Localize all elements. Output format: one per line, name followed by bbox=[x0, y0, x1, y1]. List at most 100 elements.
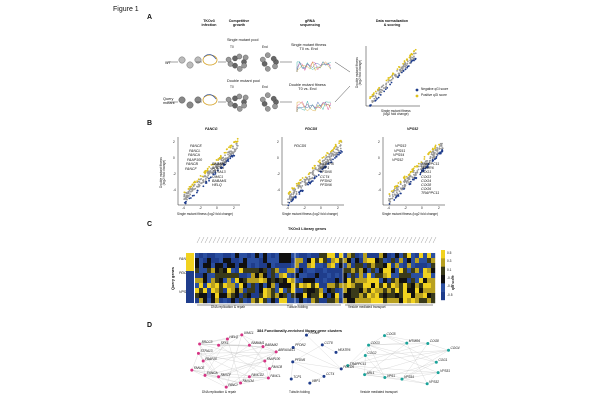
heatmap-cell bbox=[267, 268, 272, 274]
heatmap-cell bbox=[347, 283, 352, 289]
plot-1-point bbox=[201, 181, 203, 184]
plot-2-xtick: 0 bbox=[320, 206, 322, 210]
plot-2-point bbox=[318, 159, 321, 162]
plot-1-point bbox=[233, 141, 235, 144]
plot-3-point bbox=[408, 178, 411, 181]
heatmap-cell bbox=[375, 283, 380, 289]
plot-2-point bbox=[312, 174, 315, 177]
heatmap-cell bbox=[395, 293, 400, 299]
plot-3-point bbox=[413, 169, 415, 172]
plot-1-point bbox=[190, 190, 192, 193]
heatmap-cell bbox=[379, 288, 384, 294]
heatmap-cell bbox=[275, 268, 280, 274]
heatmap-cell bbox=[243, 278, 248, 284]
plot-1-point bbox=[184, 202, 187, 205]
heatmap-cell bbox=[195, 298, 200, 304]
heatmap-cell bbox=[383, 288, 388, 294]
plot-3-point bbox=[389, 197, 392, 200]
scatter-a-point bbox=[402, 70, 405, 72]
heatmap-cell bbox=[287, 293, 292, 299]
plot-3-point bbox=[423, 158, 426, 160]
plot-1-point bbox=[227, 160, 230, 162]
column-label-mark bbox=[260, 236, 265, 244]
scatter-a-point bbox=[369, 104, 371, 107]
virus-strand bbox=[203, 54, 217, 60]
heatmap-cell bbox=[359, 268, 364, 274]
plot-1-point bbox=[202, 179, 204, 182]
plot-2-ytick: -2 bbox=[277, 172, 280, 176]
heatmap-cell bbox=[375, 298, 380, 304]
heatmap-cell bbox=[355, 253, 360, 259]
heatmap-cell bbox=[395, 268, 400, 274]
plot-2-xtick: 2 bbox=[337, 206, 339, 210]
query-cell bbox=[186, 101, 194, 109]
heatmap-cell bbox=[335, 258, 340, 264]
network-gene-label: PFDN5 bbox=[294, 357, 306, 362]
heatmap-cell bbox=[323, 268, 328, 274]
network-node bbox=[266, 376, 270, 380]
heatmap-cell bbox=[231, 283, 236, 289]
network-node bbox=[426, 341, 430, 345]
scatter-a-point bbox=[385, 82, 388, 85]
network-gene-label: FANCI bbox=[228, 383, 238, 388]
network-edge bbox=[384, 335, 428, 344]
heatmap-cell bbox=[407, 288, 412, 294]
heatmap-cell bbox=[295, 288, 300, 294]
plot-3-point bbox=[435, 155, 438, 158]
plot-3-point bbox=[395, 191, 398, 194]
column-label-mark bbox=[344, 236, 349, 244]
panel-d-title: 384 Functionally-enriched library gene c… bbox=[257, 329, 343, 333]
plot-3-point bbox=[441, 149, 444, 151]
network-edge bbox=[364, 374, 402, 380]
heatmap-cell bbox=[247, 268, 252, 274]
scatter-a-point bbox=[386, 86, 389, 89]
plot-1-point bbox=[212, 167, 215, 170]
heatmap-cell bbox=[347, 293, 352, 299]
plot-2-point bbox=[340, 149, 342, 152]
plot-1-point bbox=[216, 166, 219, 169]
column-label-mark bbox=[200, 236, 205, 244]
scatter-a-point bbox=[369, 97, 371, 100]
heatmap-cell bbox=[287, 258, 292, 264]
pool-cell-end-double bbox=[272, 103, 278, 110]
network-node bbox=[239, 381, 243, 385]
heatmap-cell bbox=[383, 258, 388, 264]
heatmap-cell bbox=[419, 253, 424, 259]
network-edge bbox=[384, 335, 407, 344]
plot-1-point bbox=[222, 158, 225, 161]
heatmap-cell bbox=[355, 288, 360, 294]
plot-3-point bbox=[419, 173, 422, 176]
heatmap-cell bbox=[263, 278, 268, 284]
network-gene-label: ABRAXAS1 bbox=[278, 347, 295, 352]
scatter-a-point bbox=[389, 79, 392, 82]
heatmap-cell bbox=[383, 278, 388, 284]
column-label-mark bbox=[432, 236, 437, 244]
pool-cell-t0-single bbox=[225, 56, 232, 63]
heatmap-cell bbox=[303, 268, 308, 274]
heatmap-cell bbox=[371, 258, 376, 264]
plot-1-point bbox=[208, 177, 210, 180]
heatmap-cell bbox=[339, 258, 344, 264]
heatmap-cell bbox=[203, 253, 208, 259]
cluster-3-label: Vesicle mediated transport bbox=[360, 390, 398, 394]
heatmap-cell bbox=[303, 278, 308, 284]
heatmap-cell bbox=[403, 283, 408, 289]
heatmap-cell bbox=[279, 288, 284, 294]
heatmap-cell bbox=[275, 263, 280, 269]
heatmap-cell bbox=[235, 283, 240, 289]
plot-3-point bbox=[433, 156, 436, 159]
column-label-mark bbox=[332, 236, 337, 244]
heatmap-cell bbox=[407, 278, 412, 284]
network-edge bbox=[199, 343, 250, 346]
heatmap-cell bbox=[335, 263, 340, 269]
plot-3-point bbox=[439, 142, 442, 145]
plot-2-point bbox=[289, 194, 292, 197]
plot-3-point bbox=[393, 189, 396, 192]
plot-1-point bbox=[214, 162, 217, 165]
colorbar-tick: -0.3 bbox=[447, 284, 453, 289]
column-label-mark bbox=[324, 236, 329, 244]
heatmap-cell bbox=[291, 278, 296, 284]
plot-1-point bbox=[193, 183, 196, 186]
network-edge bbox=[240, 346, 264, 384]
heatmap-cell bbox=[327, 273, 332, 279]
